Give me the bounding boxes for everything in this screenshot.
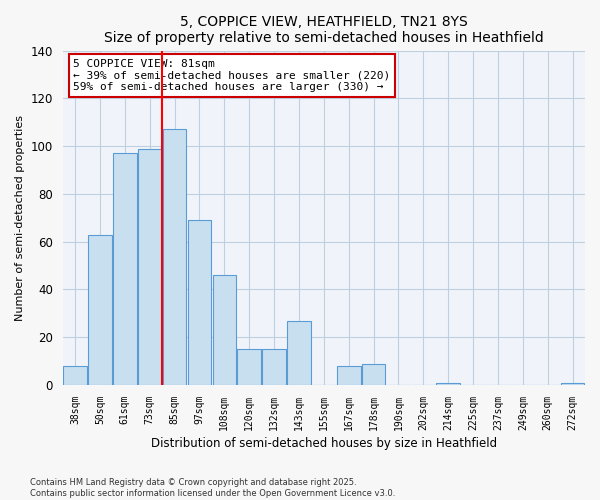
- Text: 5 COPPICE VIEW: 81sqm
← 39% of semi-detached houses are smaller (220)
59% of sem: 5 COPPICE VIEW: 81sqm ← 39% of semi-deta…: [73, 59, 391, 92]
- Bar: [337, 366, 361, 385]
- Bar: [113, 154, 137, 385]
- X-axis label: Distribution of semi-detached houses by size in Heathfield: Distribution of semi-detached houses by …: [151, 437, 497, 450]
- Bar: [63, 366, 87, 385]
- Bar: [188, 220, 211, 385]
- Bar: [212, 275, 236, 385]
- Bar: [436, 382, 460, 385]
- Bar: [262, 349, 286, 385]
- Bar: [88, 234, 112, 385]
- Bar: [362, 364, 385, 385]
- Bar: [238, 349, 261, 385]
- Y-axis label: Number of semi-detached properties: Number of semi-detached properties: [15, 115, 25, 321]
- Bar: [163, 130, 187, 385]
- Title: 5, COPPICE VIEW, HEATHFIELD, TN21 8YS
Size of property relative to semi-detached: 5, COPPICE VIEW, HEATHFIELD, TN21 8YS Si…: [104, 15, 544, 45]
- Text: Contains HM Land Registry data © Crown copyright and database right 2025.
Contai: Contains HM Land Registry data © Crown c…: [30, 478, 395, 498]
- Bar: [138, 148, 161, 385]
- Bar: [561, 382, 584, 385]
- Bar: [287, 320, 311, 385]
